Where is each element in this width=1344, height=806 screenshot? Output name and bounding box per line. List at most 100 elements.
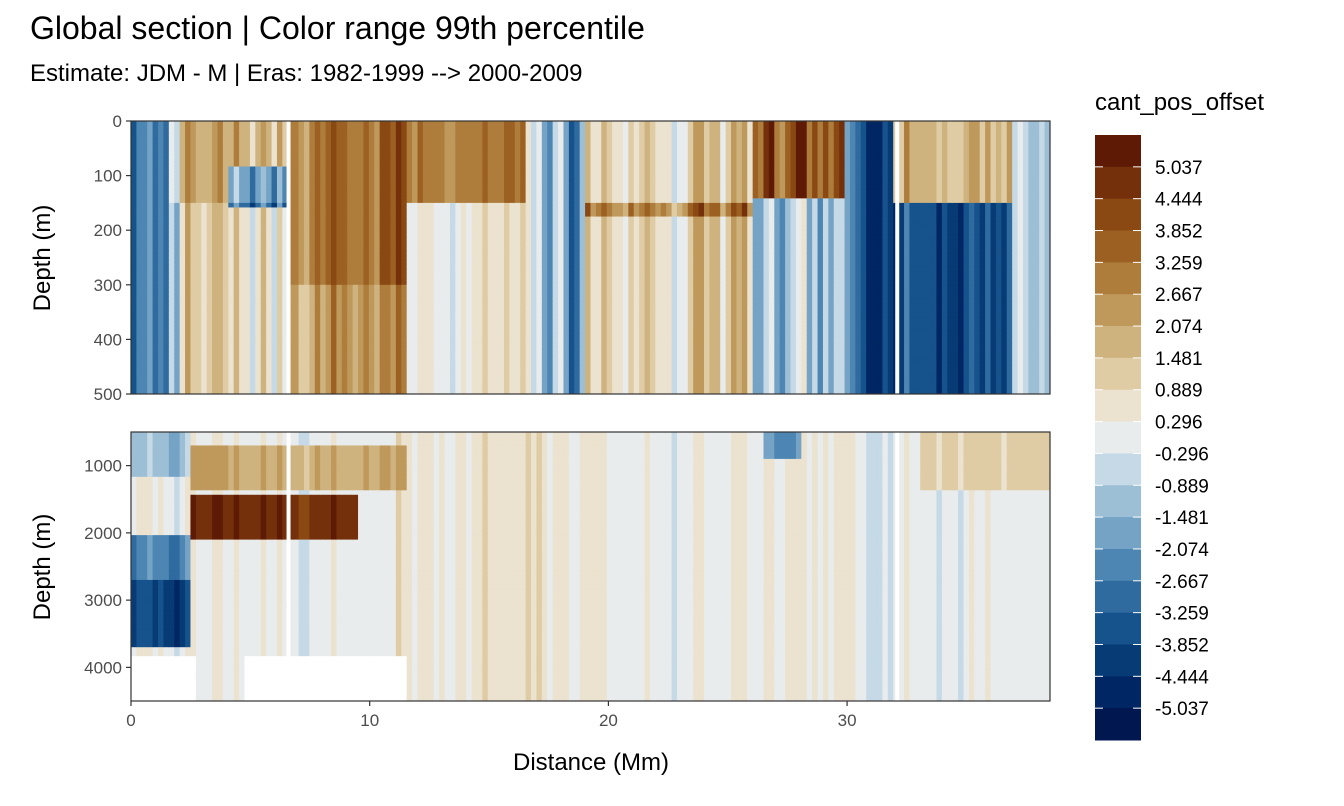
heatmap-cell — [249, 184, 256, 190]
heatmap-cell — [439, 166, 446, 172]
heatmap-cell — [368, 139, 375, 145]
heatmap-cell — [439, 325, 446, 331]
heatmap-cell — [568, 284, 575, 290]
heatmap-cell — [341, 262, 348, 268]
heatmap-cell — [244, 239, 251, 245]
heatmap-cell — [379, 362, 386, 368]
heatmap-cell — [498, 303, 505, 309]
heatmap-cell — [504, 230, 511, 236]
heatmap-cell — [190, 343, 197, 350]
heatmap-cell — [141, 212, 148, 218]
heatmap-cell — [303, 175, 310, 181]
heatmap-cell — [368, 252, 375, 259]
heatmap-cell — [487, 307, 494, 313]
heatmap-cell — [439, 284, 446, 290]
heatmap-cell — [363, 384, 370, 391]
heatmap-cell — [136, 262, 143, 268]
heatmap-cell — [185, 316, 192, 322]
heatmap-cell — [422, 371, 429, 377]
heatmap-cell — [363, 216, 370, 222]
heatmap-cell — [471, 212, 478, 218]
heatmap-cell — [406, 230, 413, 236]
heatmap-cell — [390, 389, 397, 394]
heatmap-cell — [314, 371, 321, 377]
heatmap-cell — [525, 384, 532, 391]
heatmap-cell — [158, 389, 165, 394]
heatmap-cell — [509, 243, 516, 249]
heatmap-cell — [498, 284, 505, 290]
heatmap-cell — [444, 321, 451, 327]
heatmap-cell — [552, 125, 559, 131]
heatmap-cell — [174, 216, 181, 222]
heatmap-cell — [412, 248, 419, 254]
heatmap-cell — [444, 212, 451, 218]
heatmap-cell — [536, 171, 543, 177]
heatmap-cell — [341, 207, 348, 213]
heatmap-cell — [347, 362, 354, 368]
heatmap-cell — [255, 380, 262, 386]
heatmap-cell — [520, 321, 527, 327]
heatmap-cell — [249, 175, 256, 181]
heatmap-cell — [249, 284, 256, 290]
heatmap-cell — [336, 198, 343, 204]
heatmap-cell — [547, 207, 554, 213]
heatmap-cell — [514, 157, 521, 163]
heatmap-cell — [331, 193, 338, 199]
heatmap-cell — [298, 143, 305, 149]
heatmap-cell — [406, 316, 413, 322]
heatmap-cell — [552, 298, 559, 304]
heatmap-cell — [563, 380, 570, 386]
heatmap-cell — [520, 252, 527, 259]
heatmap-cell — [531, 252, 538, 259]
heatmap-cell — [574, 243, 581, 249]
heatmap-cell — [147, 312, 154, 318]
heatmap-cell — [249, 389, 256, 394]
heatmap-cell — [444, 312, 451, 318]
heatmap-cell — [412, 171, 419, 177]
heatmap-cell — [141, 157, 148, 163]
heatmap-cell — [233, 134, 240, 140]
heatmap-cell — [239, 325, 246, 331]
heatmap-cell — [363, 139, 370, 145]
heatmap-cell — [152, 303, 159, 309]
heatmap-cell — [309, 316, 316, 322]
heatmap-cell — [476, 193, 483, 199]
heatmap-cell — [547, 234, 554, 240]
heatmap-cell — [168, 234, 175, 240]
heatmap-cell — [428, 193, 435, 199]
heatmap-cell — [347, 321, 354, 327]
heatmap-cell — [309, 225, 316, 231]
heatmap-cell — [476, 257, 483, 263]
heatmap-cell — [217, 357, 224, 363]
heatmap-cell — [390, 303, 397, 309]
heatmap-cell — [168, 166, 175, 172]
heatmap-cell — [282, 334, 289, 340]
heatmap-cell — [541, 343, 548, 350]
heatmap-cell — [336, 130, 343, 136]
heatmap-cell — [336, 239, 343, 245]
heatmap-cell — [520, 303, 527, 309]
heatmap-cell — [558, 284, 565, 290]
heatmap-cell — [541, 362, 548, 368]
heatmap-cell — [395, 357, 402, 363]
heatmap-cell — [471, 298, 478, 304]
heatmap-cell — [417, 353, 424, 359]
heatmap-cell — [217, 343, 224, 350]
heatmap-cell — [439, 343, 446, 350]
heatmap-cell — [287, 248, 294, 254]
heatmap-cell — [158, 371, 165, 377]
heatmap-cell — [487, 330, 494, 336]
heatmap-cell — [303, 343, 310, 350]
heatmap-cell — [287, 134, 294, 140]
heatmap-cell — [217, 380, 224, 386]
heatmap-cell — [309, 362, 316, 368]
heatmap-cell — [455, 366, 462, 372]
heatmap-cell — [509, 348, 516, 354]
heatmap-cell — [233, 289, 240, 295]
heatmap-cell — [460, 353, 467, 359]
heatmap-cell — [563, 321, 570, 327]
heatmap-cell — [493, 343, 500, 350]
heatmap-cell — [163, 157, 170, 163]
heatmap-cell — [476, 184, 483, 190]
heatmap-cell — [352, 312, 359, 318]
